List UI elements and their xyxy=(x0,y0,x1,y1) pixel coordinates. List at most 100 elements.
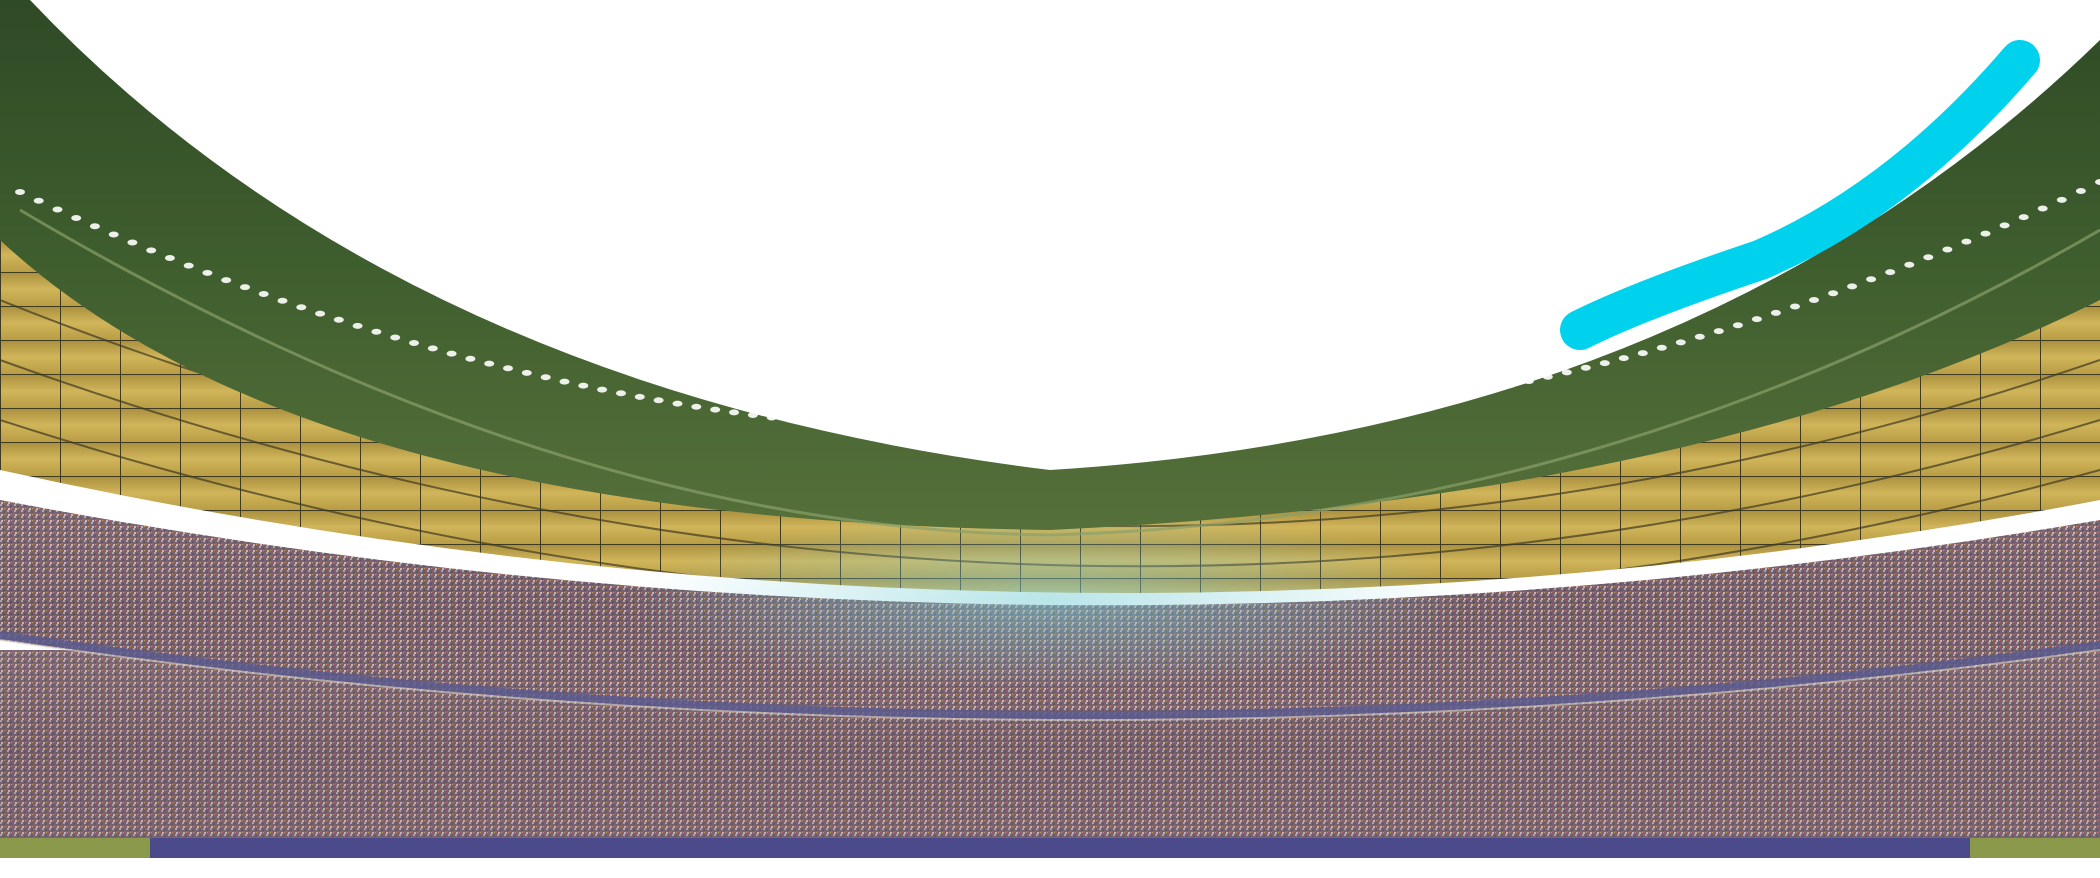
floodlight xyxy=(2018,214,2029,221)
floodlight xyxy=(2056,196,2067,203)
floodlights xyxy=(15,179,2100,438)
floodlight xyxy=(1599,360,1610,367)
floodlight xyxy=(1031,431,1042,438)
floodlight xyxy=(1675,339,1686,346)
floodlight xyxy=(861,424,872,431)
floodlight xyxy=(1523,378,1534,385)
floodlight xyxy=(52,206,63,213)
floodlight xyxy=(729,409,739,416)
floodlight xyxy=(1409,400,1420,407)
floodlight xyxy=(146,247,157,254)
floodlight xyxy=(1012,431,1023,438)
floodlight xyxy=(1182,426,1193,433)
floodlight xyxy=(371,328,382,335)
floodlight xyxy=(1125,429,1136,436)
floodlight xyxy=(2075,188,2086,194)
floodlight xyxy=(1504,382,1515,389)
floodlight xyxy=(993,431,1004,437)
floodlight xyxy=(1542,373,1553,380)
floodlight xyxy=(785,416,796,423)
floodlight xyxy=(484,360,495,367)
floodlight xyxy=(296,304,307,311)
floodlight xyxy=(390,334,401,341)
paint-stroke xyxy=(1560,40,2040,350)
floodlight xyxy=(277,297,288,304)
floodlight xyxy=(1220,424,1231,431)
floodlight xyxy=(1637,350,1648,357)
floodlight xyxy=(127,239,138,246)
floodlight xyxy=(1694,333,1705,340)
floodlight xyxy=(258,291,269,297)
floodlight xyxy=(1904,261,1915,268)
floodlight xyxy=(1447,393,1458,400)
floodlight xyxy=(1106,430,1117,437)
floodlight xyxy=(672,400,683,407)
floodlight xyxy=(1580,364,1591,371)
floodlight xyxy=(823,420,834,427)
floodlight xyxy=(2037,205,2048,212)
floodlight xyxy=(1618,355,1629,362)
haze xyxy=(630,510,1470,690)
floodlight xyxy=(33,197,44,204)
floodlight xyxy=(2095,179,2100,185)
floodlight xyxy=(766,414,777,421)
floodlight xyxy=(653,397,664,404)
floodlight xyxy=(89,223,100,230)
floodlight xyxy=(446,350,457,357)
floodlight xyxy=(521,369,532,376)
floodlight xyxy=(202,269,213,276)
floodlight xyxy=(1828,290,1839,297)
floodlight xyxy=(108,231,119,238)
floodlight xyxy=(1561,369,1572,376)
floodlight xyxy=(1809,297,1819,303)
roof-canopy-panels xyxy=(0,240,2100,594)
roof-canopy-outer xyxy=(0,0,2100,530)
floodlight xyxy=(804,418,815,425)
floodlight xyxy=(1334,411,1344,418)
floodlight xyxy=(880,425,890,432)
floodlight xyxy=(559,378,570,385)
floodlight xyxy=(1751,316,1762,323)
floodlight xyxy=(974,430,985,437)
floodlight xyxy=(1371,406,1382,413)
floodlight xyxy=(634,393,645,400)
floodlight xyxy=(1239,422,1250,429)
floodlight xyxy=(15,189,25,195)
floodlight xyxy=(747,412,758,418)
floodlight xyxy=(1713,328,1724,335)
floodlight xyxy=(315,310,326,317)
advertising-board-strip xyxy=(0,838,2100,858)
floodlight xyxy=(164,255,175,261)
floodlight xyxy=(1068,431,1079,438)
floodlight xyxy=(183,262,194,269)
floodlight xyxy=(1277,418,1288,425)
floodlight xyxy=(1885,269,1896,276)
floodlight xyxy=(1866,276,1877,283)
floodlight xyxy=(842,422,853,429)
floodlight xyxy=(503,365,513,372)
floodlight xyxy=(1315,414,1326,421)
floodlight xyxy=(691,403,702,410)
floodlight xyxy=(1999,222,2010,229)
pitch-edge xyxy=(0,858,2100,878)
floodlight xyxy=(578,382,589,389)
floodlight xyxy=(1466,389,1477,396)
floodlight xyxy=(936,429,947,436)
floodlight xyxy=(1790,303,1800,310)
floodlight xyxy=(710,406,721,413)
floodlight xyxy=(427,345,438,352)
floodlight xyxy=(540,374,551,381)
floodlight xyxy=(1656,344,1667,351)
floodlight xyxy=(1485,386,1496,393)
floodlight xyxy=(333,316,344,323)
floodlight xyxy=(955,429,966,436)
floodlight xyxy=(1144,429,1155,435)
floodlight xyxy=(1050,431,1060,438)
floodlight xyxy=(898,427,909,433)
floodlight xyxy=(1942,246,1953,253)
advertising-board-left xyxy=(0,838,150,858)
floodlight xyxy=(1770,309,1781,316)
floodlight xyxy=(221,277,232,284)
floodlight xyxy=(1732,322,1743,329)
